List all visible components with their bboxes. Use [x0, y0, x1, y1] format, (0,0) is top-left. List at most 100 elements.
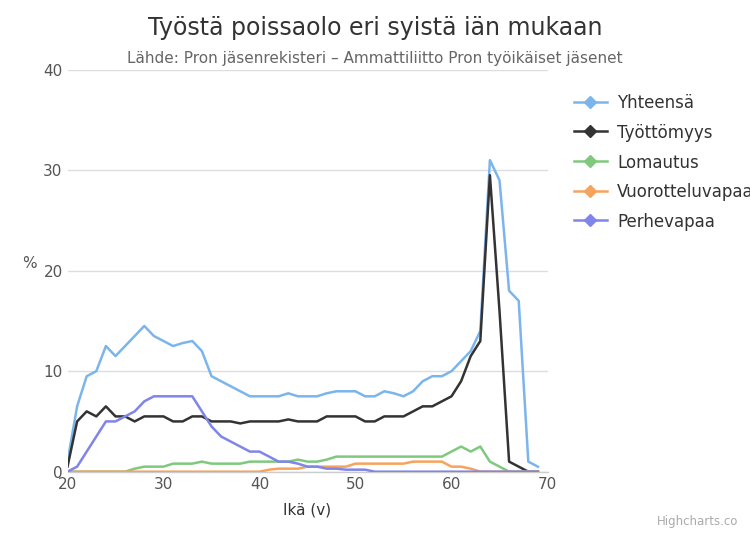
Lomautus — [505, 468, 514, 475]
Yhteensä — [140, 323, 148, 329]
Työttömyys — [111, 413, 120, 420]
Yhteensä — [236, 388, 244, 394]
Yhteensä — [293, 393, 302, 399]
Perhevapaa — [351, 466, 360, 473]
Vuorotteluvapaa — [485, 468, 494, 475]
Perhevapaa — [245, 448, 254, 455]
Yhteensä — [178, 340, 188, 346]
Vuorotteluvapaa — [524, 468, 532, 475]
Työttömyys — [82, 408, 92, 415]
Työttömyys — [92, 413, 100, 420]
Vuorotteluvapaa — [73, 468, 82, 475]
Lomautus — [380, 453, 388, 460]
Yhteensä — [265, 393, 274, 399]
Työttömyys — [159, 413, 168, 420]
Y-axis label: %: % — [22, 256, 37, 271]
Vuorotteluvapaa — [149, 468, 158, 475]
Lomautus — [419, 453, 428, 460]
Perhevapaa — [236, 443, 244, 450]
Työttömyys — [226, 418, 236, 425]
Yhteensä — [524, 458, 532, 465]
Vuorotteluvapaa — [313, 464, 322, 470]
Yhteensä — [207, 373, 216, 379]
Lomautus — [284, 458, 292, 465]
Yhteensä — [73, 403, 82, 410]
Perhevapaa — [101, 418, 110, 425]
Lomautus — [63, 468, 72, 475]
Lomautus — [389, 453, 398, 460]
Perhevapaa — [389, 468, 398, 475]
Perhevapaa — [514, 468, 523, 475]
Lomautus — [226, 460, 236, 467]
Työttömyys — [495, 308, 504, 314]
Työttömyys — [322, 413, 332, 420]
Line: Perhevapaa: Perhevapaa — [68, 396, 538, 472]
Työttömyys — [447, 393, 456, 399]
Työttömyys — [265, 418, 274, 425]
Työttömyys — [389, 413, 398, 420]
Työttömyys — [140, 413, 148, 420]
Vuorotteluvapaa — [63, 468, 72, 475]
Perhevapaa — [322, 465, 332, 472]
Yhteensä — [380, 388, 388, 394]
Yhteensä — [437, 373, 446, 379]
Yhteensä — [514, 297, 523, 304]
Vuorotteluvapaa — [533, 468, 542, 475]
Vuorotteluvapaa — [380, 460, 388, 467]
Vuorotteluvapaa — [303, 464, 312, 470]
Työttömyys — [178, 418, 188, 425]
Yhteensä — [427, 373, 436, 379]
Vuorotteluvapaa — [121, 468, 130, 475]
Yhteensä — [111, 353, 120, 359]
Työttömyys — [245, 418, 254, 425]
Työttömyys — [370, 418, 380, 425]
Perhevapaa — [149, 393, 158, 399]
Vuorotteluvapaa — [332, 464, 340, 470]
Perhevapaa — [409, 468, 418, 475]
Yhteensä — [101, 343, 110, 349]
Vuorotteluvapaa — [351, 460, 360, 467]
Perhevapaa — [313, 464, 322, 470]
Perhevapaa — [361, 466, 370, 473]
Vuorotteluvapaa — [495, 468, 504, 475]
Vuorotteluvapaa — [437, 458, 446, 465]
Lomautus — [447, 448, 456, 455]
Yhteensä — [284, 390, 292, 397]
Perhevapaa — [524, 468, 532, 475]
Yhteensä — [370, 393, 380, 399]
Yhteensä — [169, 343, 178, 349]
Vuorotteluvapaa — [322, 464, 332, 470]
Vuorotteluvapaa — [159, 468, 168, 475]
Perhevapaa — [130, 408, 140, 415]
Perhevapaa — [332, 465, 340, 472]
Text: Työstä poissaolo eri syistä iän mukaan: Työstä poissaolo eri syistä iän mukaan — [148, 16, 602, 40]
Vuorotteluvapaa — [236, 468, 244, 475]
Lomautus — [82, 468, 92, 475]
Vuorotteluvapaa — [505, 468, 514, 475]
Työttömyys — [514, 464, 523, 470]
Työttömyys — [217, 418, 226, 425]
Työttömyys — [313, 418, 322, 425]
Vuorotteluvapaa — [466, 465, 476, 472]
Lomautus — [351, 453, 360, 460]
Perhevapaa — [188, 393, 196, 399]
Työttömyys — [505, 458, 514, 465]
Työttömyys — [466, 353, 476, 359]
Työttömyys — [197, 413, 206, 420]
Perhevapaa — [466, 468, 476, 475]
Vuorotteluvapaa — [178, 468, 188, 475]
Työttömyys — [284, 416, 292, 422]
Työttömyys — [409, 408, 418, 415]
Legend: Yhteensä, Työttömyys, Lomautus, Vuorotteluvapaa, Perhevapaa: Yhteensä, Työttömyys, Lomautus, Vuorotte… — [566, 86, 750, 240]
Työttömyys — [188, 413, 196, 420]
Vuorotteluvapaa — [188, 468, 196, 475]
X-axis label: Ikä (v): Ikä (v) — [284, 503, 332, 518]
Lomautus — [245, 458, 254, 465]
Työttömyys — [361, 418, 370, 425]
Työttömyys — [351, 413, 360, 420]
Perhevapaa — [226, 438, 236, 445]
Yhteensä — [217, 378, 226, 384]
Vuorotteluvapaa — [226, 468, 236, 475]
Lomautus — [121, 468, 130, 475]
Yhteensä — [409, 388, 418, 394]
